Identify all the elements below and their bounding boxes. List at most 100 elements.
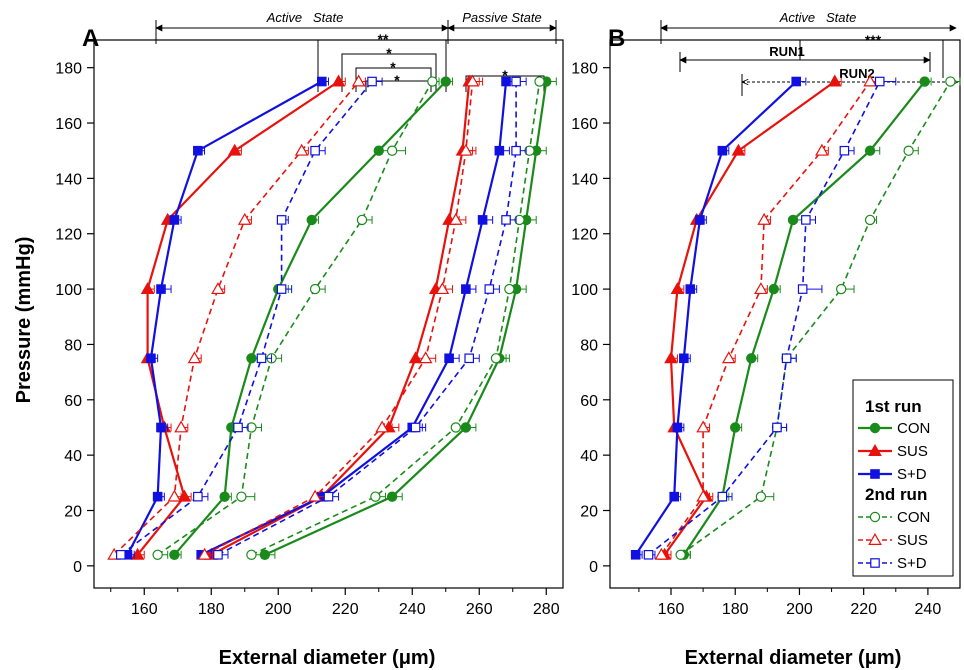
- b-y-tick-label: 100: [571, 282, 598, 299]
- sig-bracket-3-label: *: [390, 59, 396, 75]
- a-data-point: [323, 491, 334, 502]
- b-data-point: [755, 491, 767, 502]
- a-data-point: [187, 351, 202, 364]
- b-data-point: [863, 74, 877, 87]
- legend: 1st run 2nd run CON SUS S+D CON SUS S+D: [852, 379, 954, 577]
- b-data-point: [643, 549, 654, 560]
- a-series-line: [200, 81, 508, 556]
- a-data-point: [306, 214, 317, 226]
- b-x-tick-label: 180: [722, 601, 749, 618]
- a-data-point: [501, 215, 511, 225]
- a-data-point: [276, 215, 287, 225]
- b-data-point: [768, 283, 779, 295]
- a-series-line: [217, 81, 517, 556]
- a-data-point: [461, 284, 471, 294]
- b-data-point: [731, 143, 746, 156]
- legend-entry-label: SUS: [897, 443, 928, 460]
- b-y-tick-label: 80: [580, 337, 598, 354]
- a-x-tick-label: 200: [265, 601, 292, 618]
- b-series-0-2: [630, 76, 807, 560]
- b-series-line: [680, 81, 952, 556]
- panel-a-plot: 160 180 200 220 240 260 280 0 20 40 60 80 100 120 140 1…: [55, 39, 564, 618]
- sig-bracket-2: [341, 53, 437, 92]
- b-data-point: [664, 351, 678, 364]
- b-data-point: [797, 284, 808, 294]
- b-y-tick-label: 140: [571, 171, 598, 188]
- b-y-tick-label: 0: [589, 559, 598, 576]
- a-data-point: [386, 491, 398, 502]
- a-data-point: [276, 284, 287, 294]
- b-y-tick-label: 120: [571, 227, 598, 244]
- b-data-point: [945, 76, 956, 87]
- a-series-1-5: [213, 76, 527, 560]
- a-series-1-3: [246, 76, 551, 560]
- b-x-tick-label: 200: [786, 601, 813, 618]
- a-data-point: [370, 491, 381, 502]
- legend-entry: CON: [858, 420, 930, 437]
- b-data-point: [730, 422, 741, 433]
- a-data-point: [309, 283, 321, 295]
- b-data-point: [864, 214, 876, 226]
- b-y-tick-label: 160: [571, 116, 598, 133]
- a-data-point: [256, 353, 267, 364]
- a-data-point: [156, 284, 166, 294]
- b-data-point: [835, 283, 847, 295]
- a-data-point: [465, 74, 480, 87]
- b-active-state-label: Active State: [779, 10, 857, 25]
- a-data-point: [501, 76, 511, 87]
- a-series-line: [157, 81, 434, 556]
- a-data-point: [450, 422, 461, 433]
- b-data-point: [787, 214, 799, 226]
- a-y-tick-label: 140: [55, 171, 82, 188]
- legend-entry-label: CON: [897, 509, 930, 526]
- a-data-point: [435, 282, 450, 295]
- sig-bracket-5-label: *: [502, 67, 508, 83]
- panel-a-label: A: [82, 25, 99, 52]
- a-series-line: [120, 81, 373, 556]
- a-series-line: [264, 81, 548, 556]
- a-data-point: [174, 420, 188, 433]
- b-data-point: [746, 353, 757, 364]
- a-data-point: [152, 491, 163, 502]
- a-y-tick-label: 180: [55, 61, 82, 78]
- b-x-tick-label: 220: [850, 601, 877, 618]
- a-data-point: [440, 76, 451, 87]
- b-data-point: [827, 74, 842, 87]
- a-data-point: [213, 549, 223, 560]
- b-x-tick-label: 240: [915, 601, 942, 618]
- a-series-0-2: [122, 76, 329, 560]
- a-data-point: [494, 145, 505, 156]
- a-data-point: [152, 549, 163, 560]
- a-data-point: [410, 422, 421, 433]
- a-data-point: [237, 212, 252, 225]
- a-data-point: [367, 76, 377, 87]
- a-x-tick-label: 280: [533, 601, 560, 618]
- a-data-point: [459, 143, 473, 156]
- a-y-tick-label: 60: [64, 393, 82, 410]
- b-series-line: [682, 80, 926, 556]
- b-data-point: [675, 549, 686, 560]
- sig-bracket-1-label: **: [378, 31, 389, 47]
- legend-swatch-marker: [870, 558, 880, 568]
- b-series-0-0: [678, 76, 932, 560]
- a-data-point: [504, 283, 515, 295]
- a-y-tick-label: 80: [64, 337, 82, 354]
- b-data-point: [630, 549, 641, 560]
- run2-label: RUN2: [839, 66, 874, 81]
- sig-bracket-4-label: *: [394, 72, 400, 88]
- b-series-0-1: [657, 74, 842, 560]
- panel-b: B External diameter (μm) Active State **…: [571, 10, 961, 669]
- panel-b-label: B: [608, 25, 625, 52]
- a-y-tick-label: 0: [73, 559, 82, 576]
- run1-label: RUN1: [769, 44, 804, 59]
- a-data-point: [308, 489, 322, 502]
- a-y-tick-label: 120: [55, 227, 82, 244]
- b-data-point: [685, 284, 696, 294]
- sig-bracket-2-label: *: [386, 45, 392, 61]
- b-series-line: [634, 80, 797, 556]
- a-series-line: [251, 81, 541, 556]
- a-series-line: [173, 80, 447, 556]
- a-data-point: [331, 74, 346, 87]
- b-y-tick-label: 40: [580, 448, 598, 465]
- b-data-point: [874, 76, 885, 87]
